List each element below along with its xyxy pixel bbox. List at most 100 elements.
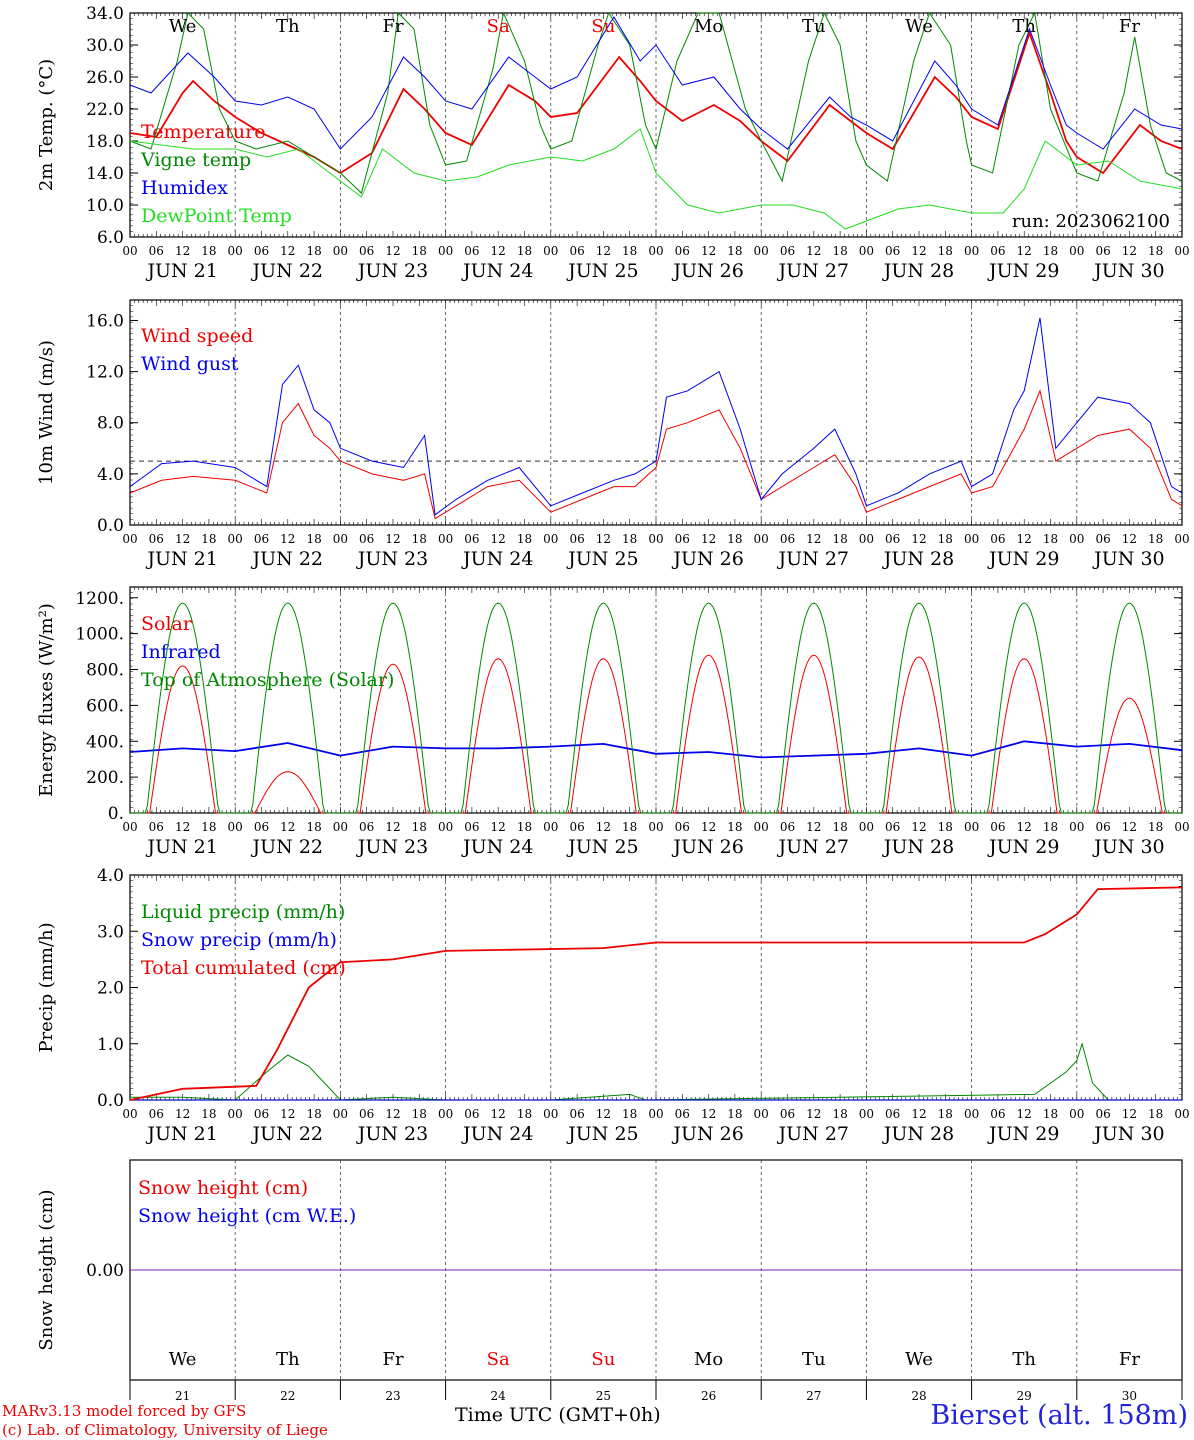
hour-label: 06 — [254, 820, 269, 834]
hour-label: 00 — [333, 1107, 348, 1121]
hour-label: 00 — [859, 244, 874, 258]
hour-label: 06 — [675, 820, 690, 834]
lab-credit: (c) Lab. of Climatology, University of L… — [2, 1421, 328, 1439]
date-label: JUN 22 — [251, 836, 323, 858]
hour-label: 12 — [1017, 244, 1032, 258]
hour-label: 18 — [622, 244, 637, 258]
date-label: JUN 28 — [882, 1123, 954, 1145]
date-label: JUN 24 — [461, 1123, 533, 1145]
y-tick-label: 0.0 — [97, 516, 124, 536]
hour-label: 00 — [754, 1107, 769, 1121]
day-number-label: 28 — [911, 1389, 926, 1403]
date-label: JUN 29 — [987, 836, 1059, 858]
date-label: JUN 23 — [356, 260, 428, 282]
hour-label: 00 — [648, 1107, 663, 1121]
hour-label: 00 — [228, 532, 243, 546]
hour-label: 00 — [754, 820, 769, 834]
day-number-label: 30 — [1122, 1389, 1137, 1403]
date-label: JUN 30 — [1092, 1123, 1164, 1145]
weekday-label: Su — [591, 1349, 615, 1370]
hour-label: 06 — [1095, 244, 1110, 258]
hour-label: 00 — [228, 820, 243, 834]
hour-label: 18 — [201, 532, 216, 546]
hour-label: 18 — [1148, 532, 1163, 546]
hour-label: 00 — [964, 244, 979, 258]
y-tick-label: 34.0 — [86, 4, 124, 24]
legend-entry: Snow height (cm) — [138, 1177, 308, 1199]
hour-label: 00 — [964, 1107, 979, 1121]
hour-label: 18 — [1148, 244, 1163, 258]
day-number-label: 24 — [491, 1389, 507, 1403]
hour-label: 18 — [412, 244, 427, 258]
date-label: JUN 24 — [461, 836, 533, 858]
wind-gust-line — [129, 317, 1183, 516]
hour-label: 00 — [543, 820, 558, 834]
date-label: JUN 22 — [251, 548, 323, 570]
hour-label: 00 — [122, 244, 137, 258]
hour-label: 00 — [1174, 244, 1189, 258]
hour-label: 00 — [438, 244, 453, 258]
hour-label: 12 — [911, 820, 926, 834]
hour-label: 06 — [885, 532, 900, 546]
y-tick-label: 10.0 — [86, 196, 124, 216]
date-label: JUN 30 — [1092, 836, 1164, 858]
hour-label: 18 — [306, 820, 321, 834]
hour-label: 12 — [1017, 532, 1032, 546]
hour-label: 00 — [754, 532, 769, 546]
hour-label: 12 — [596, 820, 611, 834]
hour-label: 18 — [832, 820, 847, 834]
date-label: JUN 23 — [356, 1123, 428, 1145]
hour-label: 06 — [1095, 1107, 1110, 1121]
hour-label: 00 — [648, 244, 663, 258]
hour-label: 06 — [254, 244, 269, 258]
y-tick-label: 400. — [86, 732, 124, 752]
date-label: JUN 27 — [777, 836, 849, 858]
hour-label: 12 — [280, 532, 295, 546]
hour-label: 00 — [438, 532, 453, 546]
hour-label: 12 — [280, 1107, 295, 1121]
hour-label: 00 — [438, 820, 453, 834]
y-tick-label: 1200. — [75, 589, 124, 609]
hour-label: 00 — [1069, 1107, 1084, 1121]
y-tick-label: 14.0 — [86, 164, 124, 184]
hour-label: 12 — [701, 244, 716, 258]
model-credit: MARv3.13 model forced by GFS — [2, 1402, 247, 1420]
y-tick-label: 4.0 — [97, 866, 124, 886]
hour-label: 12 — [491, 532, 506, 546]
weekday-label: Fr — [382, 16, 403, 37]
weekday-label: Th — [1012, 1349, 1036, 1370]
hour-label: 00 — [333, 820, 348, 834]
hour-label: 00 — [1174, 820, 1189, 834]
y-tick-label: 8.0 — [97, 414, 124, 434]
snow-panel: We Th Fr Sa Su Mo Tu We Th Fr 21 22 23 24 25 26 27 28 29 30… — [36, 1159, 1183, 1403]
hour-label: 06 — [675, 532, 690, 546]
hour-label: 00 — [543, 1107, 558, 1121]
hour-label: 12 — [806, 532, 821, 546]
time-axis-label: Time UTC (GMT+0h) — [455, 1404, 661, 1426]
hour-label: 06 — [464, 532, 479, 546]
date-label: JUN 30 — [1092, 260, 1164, 282]
legend-entry: Wind gust — [141, 353, 239, 375]
date-label: JUN 28 — [882, 836, 954, 858]
date-label: JUN 25 — [566, 260, 638, 282]
hour-label: 18 — [306, 244, 321, 258]
hour-label: 06 — [254, 1107, 269, 1121]
y-axis-label: Snow height (cm) — [36, 1189, 57, 1350]
hour-label: 06 — [569, 244, 584, 258]
hour-label: 00 — [1069, 244, 1084, 258]
hour-label: 18 — [306, 532, 321, 546]
hour-label: 18 — [1043, 820, 1058, 834]
legend-entry: Wind speed — [141, 325, 253, 347]
wind-frame — [129, 299, 1183, 526]
date-label: JUN 24 — [461, 260, 533, 282]
date-label: JUN 26 — [671, 1123, 743, 1145]
hour-label: 12 — [911, 244, 926, 258]
y-tick-label: 4.0 — [97, 465, 124, 485]
hour-label: 00 — [1069, 532, 1084, 546]
hour-label: 12 — [1017, 1107, 1032, 1121]
date-label: JUN 25 — [566, 1123, 638, 1145]
hour-label: 00 — [122, 820, 137, 834]
hour-label: 18 — [412, 532, 427, 546]
hour-label: 00 — [122, 532, 137, 546]
